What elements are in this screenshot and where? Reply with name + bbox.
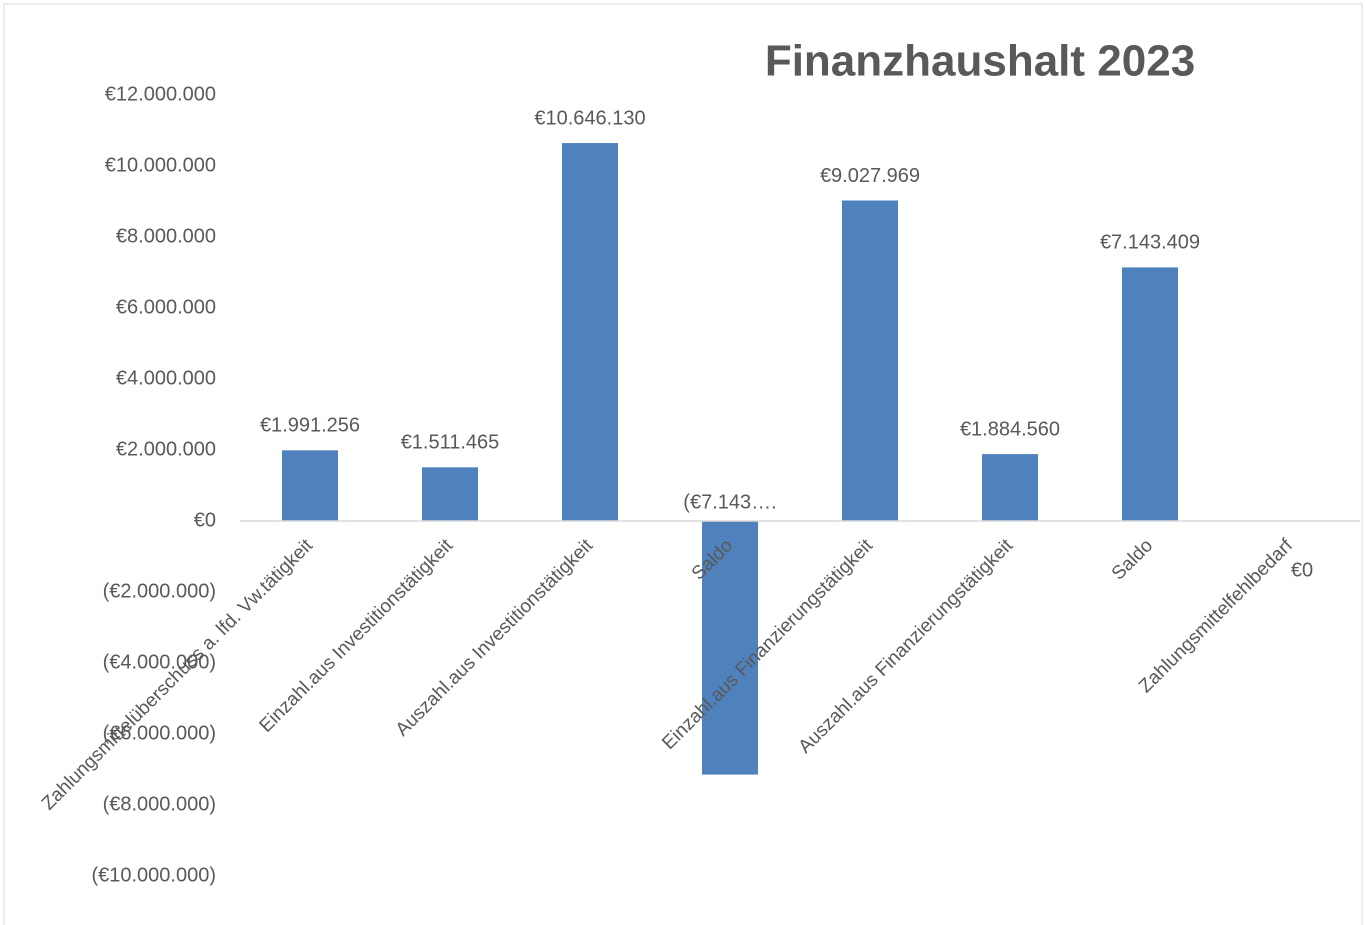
y-tick-label: €4.000.000 — [116, 367, 216, 389]
y-tick-label: (€6.000.000) — [103, 722, 216, 744]
data-label: €1.884.560 — [960, 418, 1060, 440]
data-label: €1.511.465 — [401, 432, 500, 454]
y-tick-label: €8.000.000 — [116, 225, 216, 247]
data-label: €1.991.256 — [260, 415, 360, 437]
y-tick-label: (€2.000.000) — [103, 580, 216, 602]
y-tick-label: (€4.000.000) — [103, 651, 216, 673]
data-label: €0 — [1291, 559, 1313, 581]
data-label: €10.646.130 — [534, 107, 645, 129]
y-tick-label: (€8.000.000) — [103, 793, 216, 815]
data-label: €9.027.969 — [820, 165, 920, 187]
y-tick-label: (€10.000.000) — [91, 864, 216, 886]
y-tick-label: €10.000.000 — [105, 154, 216, 176]
y-tick-label: €2.000.000 — [116, 438, 216, 460]
bar — [422, 467, 478, 521]
x-tick-label: Saldo — [1108, 535, 1157, 584]
chart-border — [3, 3, 1363, 925]
x-tick-label: Zahlungsmittelfehlbedarf — [1135, 535, 1297, 697]
bar — [562, 143, 618, 521]
y-tick-label: €0 — [194, 509, 216, 531]
bar — [982, 454, 1038, 521]
y-tick-label: €12.000.000 — [105, 83, 216, 105]
bar — [1122, 267, 1178, 521]
bar — [842, 200, 898, 522]
data-label: €7.143.409 — [1100, 232, 1200, 254]
bar — [282, 450, 338, 521]
bar — [702, 521, 758, 775]
x-tick-label: Zahlungsmittelüberschuss a. lfd. Vw.täti… — [38, 535, 318, 815]
data-label: (€7.143…. — [683, 491, 776, 513]
chart-title: Finanzhaushalt 2023 — [765, 37, 1195, 86]
y-tick-label: €6.000.000 — [116, 296, 216, 318]
